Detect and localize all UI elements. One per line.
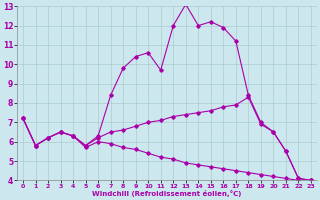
X-axis label: Windchill (Refroidissement éolien,°C): Windchill (Refroidissement éolien,°C): [92, 190, 242, 197]
